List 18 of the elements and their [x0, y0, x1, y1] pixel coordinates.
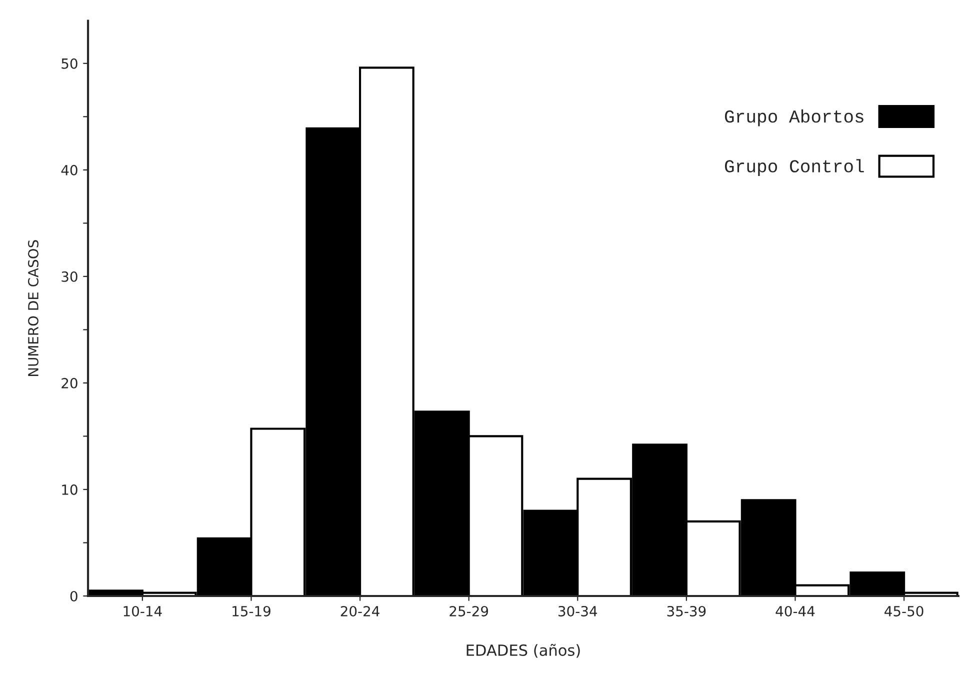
x-axis-title: EDADES (años)	[466, 644, 580, 658]
x-tick-label: 15-19	[232, 606, 270, 616]
x-tick-label: 25-29	[450, 606, 488, 616]
x-tick-label: 20-24	[340, 606, 380, 616]
x-tick-label: 30-34	[558, 606, 598, 616]
y-tick-label: 40	[61, 164, 78, 176]
y-tick-label: 10	[62, 484, 78, 495]
x-tick-label: 45-50	[884, 606, 924, 616]
y-tick-label: 50	[62, 58, 78, 69]
y-tick-label: 20	[62, 378, 78, 388]
x-tick-label: 40-44	[776, 606, 815, 616]
x-tick-label: 10-14	[124, 606, 162, 616]
legend-label: Grupo Abortos	[725, 109, 864, 126]
y-tick-label: 30	[62, 271, 78, 282]
y-axis-title: NUMERO DE CASOS	[28, 240, 38, 376]
y-tick-label: 0	[70, 590, 78, 602]
legend-label: Grupo Control	[725, 159, 864, 176]
x-tick-label: 35-39	[667, 606, 706, 616]
